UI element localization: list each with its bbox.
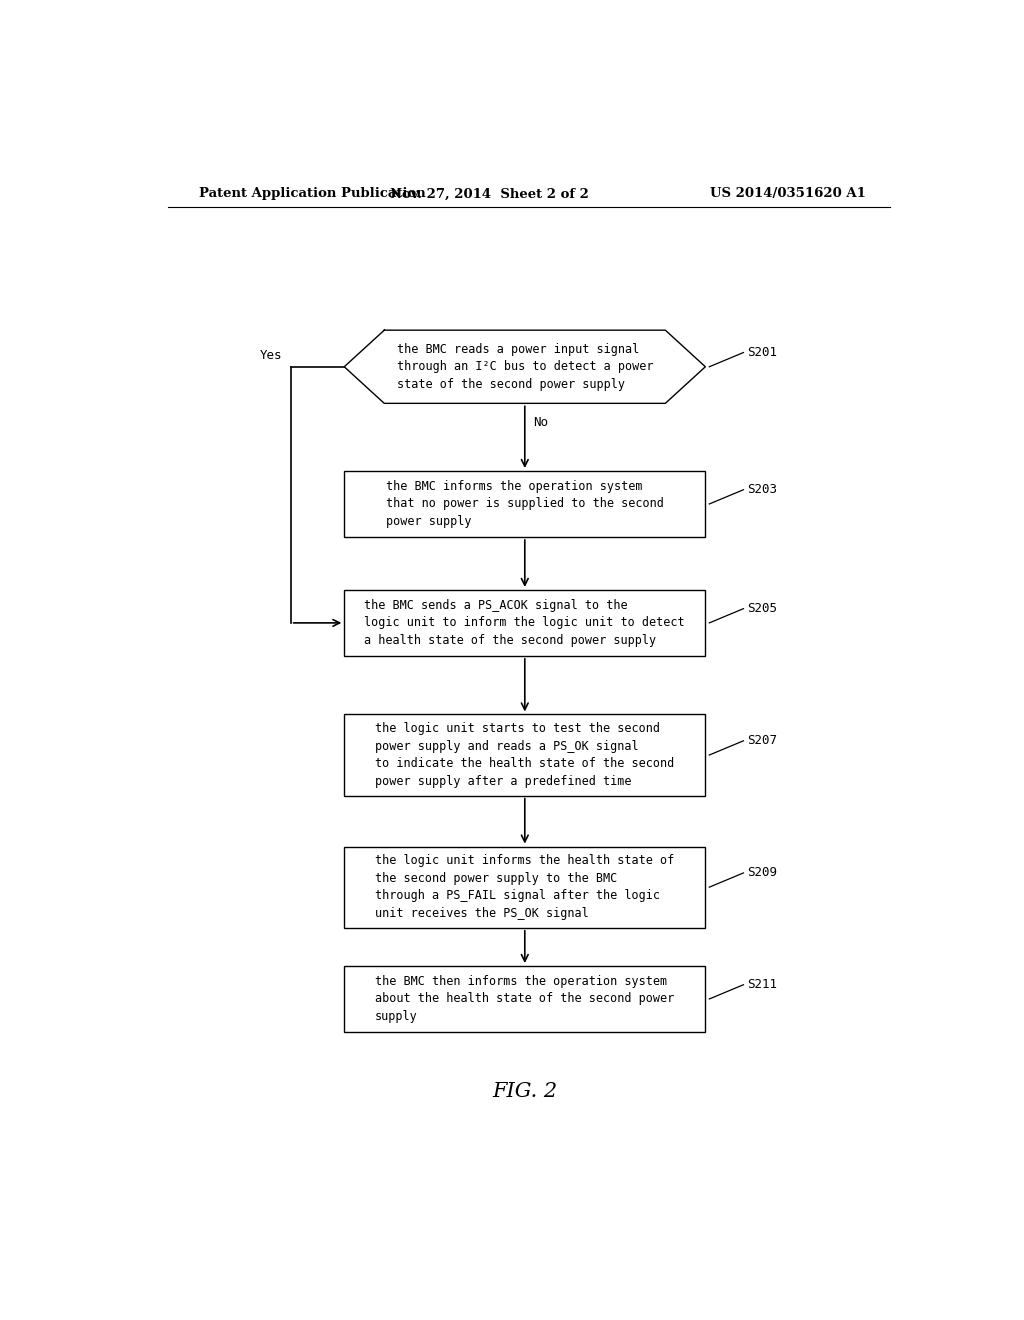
Text: S205: S205 [748, 602, 777, 615]
Text: the BMC reads a power input signal
through an I²C bus to detect a power
state of: the BMC reads a power input signal throu… [396, 343, 653, 391]
Polygon shape [344, 330, 706, 404]
Text: S209: S209 [748, 866, 777, 879]
Text: Nov. 27, 2014  Sheet 2 of 2: Nov. 27, 2014 Sheet 2 of 2 [390, 187, 589, 201]
Text: S201: S201 [748, 346, 777, 359]
Bar [344, 471, 706, 537]
Text: S207: S207 [748, 734, 777, 747]
Text: Yes: Yes [260, 348, 283, 362]
Bar [344, 846, 706, 928]
Bar [344, 590, 706, 656]
Text: S203: S203 [748, 483, 777, 496]
Text: No: No [532, 416, 548, 429]
Text: US 2014/0351620 A1: US 2014/0351620 A1 [711, 187, 866, 201]
Text: S211: S211 [748, 978, 777, 991]
Text: Patent Application Publication: Patent Application Publication [200, 187, 426, 201]
Text: the BMC sends a PS_ACOK signal to the
logic unit to inform the logic unit to det: the BMC sends a PS_ACOK signal to the lo… [365, 599, 685, 647]
Text: the logic unit starts to test the second
power supply and reads a PS_OK signal
t: the logic unit starts to test the second… [375, 722, 675, 788]
Text: the BMC then informs the operation system
about the health state of the second p: the BMC then informs the operation syste… [375, 975, 675, 1023]
Text: the logic unit informs the health state of
the second power supply to the BMC
th: the logic unit informs the health state … [375, 854, 675, 920]
Bar [344, 714, 706, 796]
Text: the BMC informs the operation system
that no power is supplied to the second
pow: the BMC informs the operation system tha… [386, 480, 664, 528]
Text: FIG. 2: FIG. 2 [493, 1082, 557, 1101]
Bar [344, 966, 706, 1032]
